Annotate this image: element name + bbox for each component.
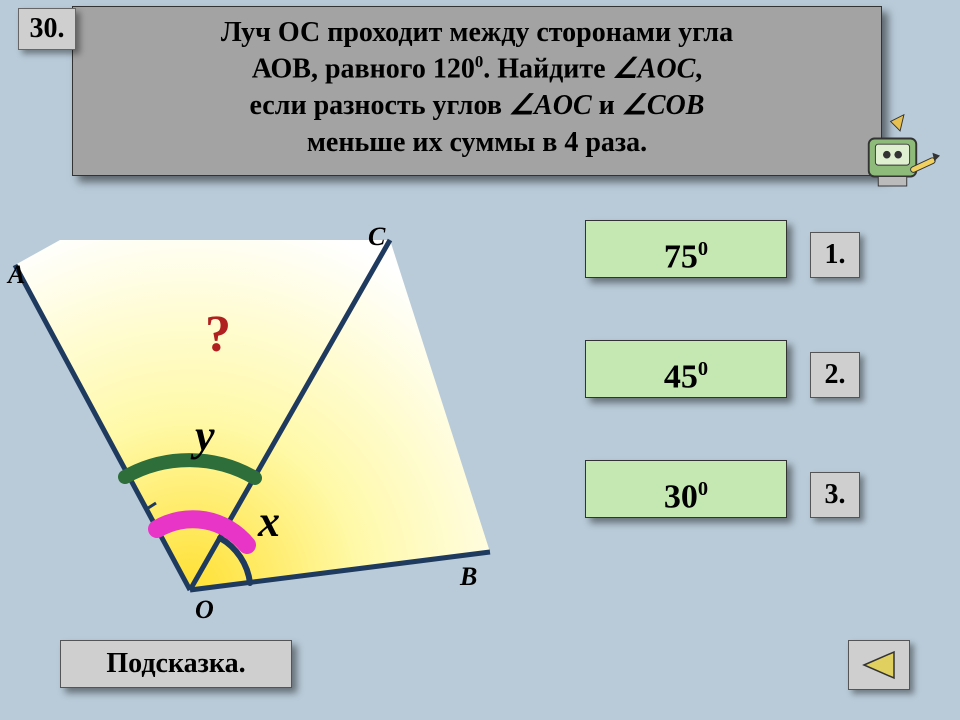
answer-sup-3: 0: [698, 478, 708, 500]
question-number: 30.: [18, 8, 76, 50]
problem-line1: Луч ОС проходит между сторонами угла: [221, 17, 733, 48]
label-x: x: [258, 496, 280, 547]
label-b: B: [460, 562, 477, 592]
problem-line3: если разность углов: [250, 90, 509, 121]
mascot-icon: [845, 110, 940, 205]
label-o: O: [195, 595, 214, 625]
angle-cob: ∠COB: [622, 90, 705, 121]
angle-aoc-2: ∠AOC: [509, 90, 592, 121]
comma: ,: [695, 54, 702, 85]
back-button[interactable]: [848, 640, 910, 690]
answer-number-2: 2.: [810, 352, 860, 398]
answer-option-3[interactable]: 300: [585, 460, 787, 518]
answer-number-1: 1.: [810, 232, 860, 278]
answer-option-2[interactable]: 450: [585, 340, 787, 398]
answer-value-1: 75: [664, 238, 698, 275]
triangle-left-icon: [859, 650, 899, 680]
answer-sup-1: 0: [698, 238, 708, 260]
and-text: и: [599, 90, 622, 121]
label-a: A: [8, 260, 25, 290]
angle-aoc-1: ∠AOC: [613, 54, 696, 85]
hint-button[interactable]: Подсказка.: [60, 640, 292, 688]
problem-line2a: АОВ, равного 120: [252, 54, 475, 85]
answer-value-3: 30: [664, 478, 698, 515]
label-question-mark: ?: [205, 305, 231, 364]
angle-diagram: A C B O ? y x: [0, 200, 530, 630]
problem-line2b: . Найдите: [483, 54, 612, 85]
label-c: C: [368, 222, 385, 252]
answer-value-2: 45: [664, 358, 698, 395]
problem-line4: меньше их суммы в 4 раза.: [307, 127, 647, 158]
answer-number-3: 3.: [810, 472, 860, 518]
label-y: y: [195, 410, 215, 461]
answer-option-1[interactable]: 750: [585, 220, 787, 278]
answer-sup-2: 0: [698, 358, 708, 380]
deg-sup: 0: [475, 52, 483, 71]
problem-statement: Луч ОС проходит между сторонами угла АОВ…: [72, 6, 882, 176]
